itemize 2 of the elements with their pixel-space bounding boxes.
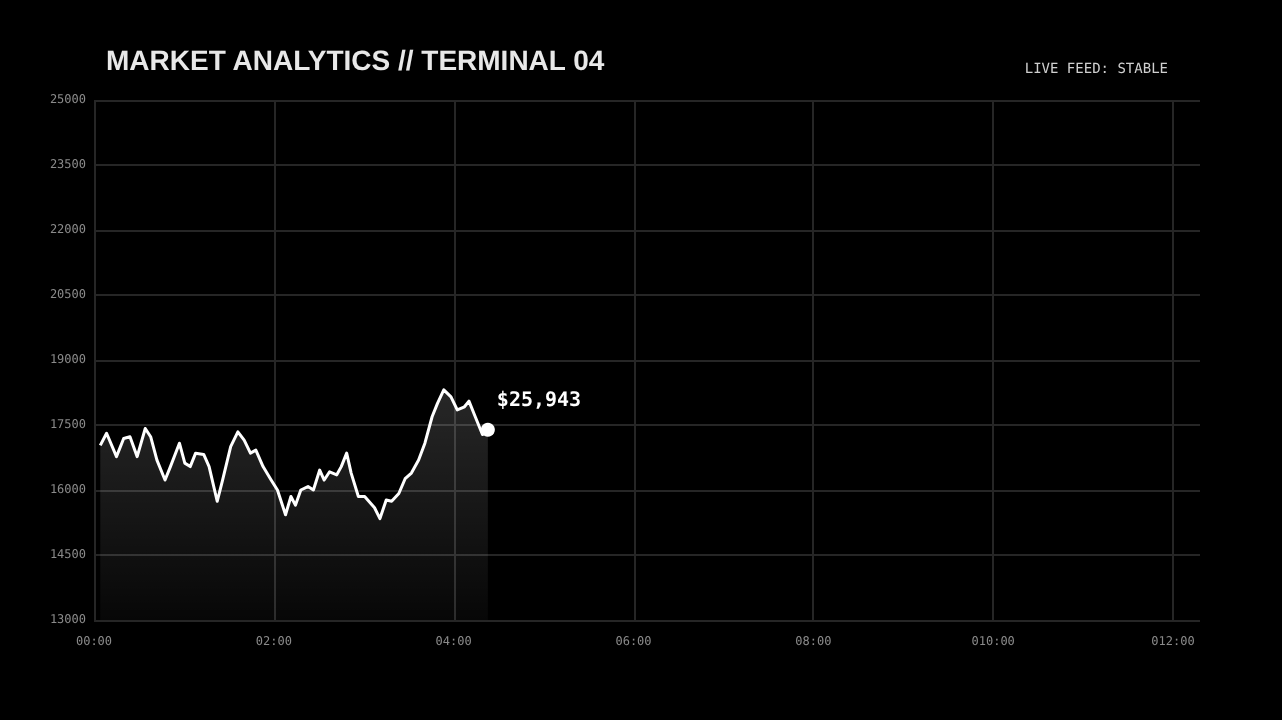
chart-title: MARKET ANALYTICS // TERMINAL 04 [106, 44, 605, 76]
annotation: $25,943 [496, 389, 582, 412]
